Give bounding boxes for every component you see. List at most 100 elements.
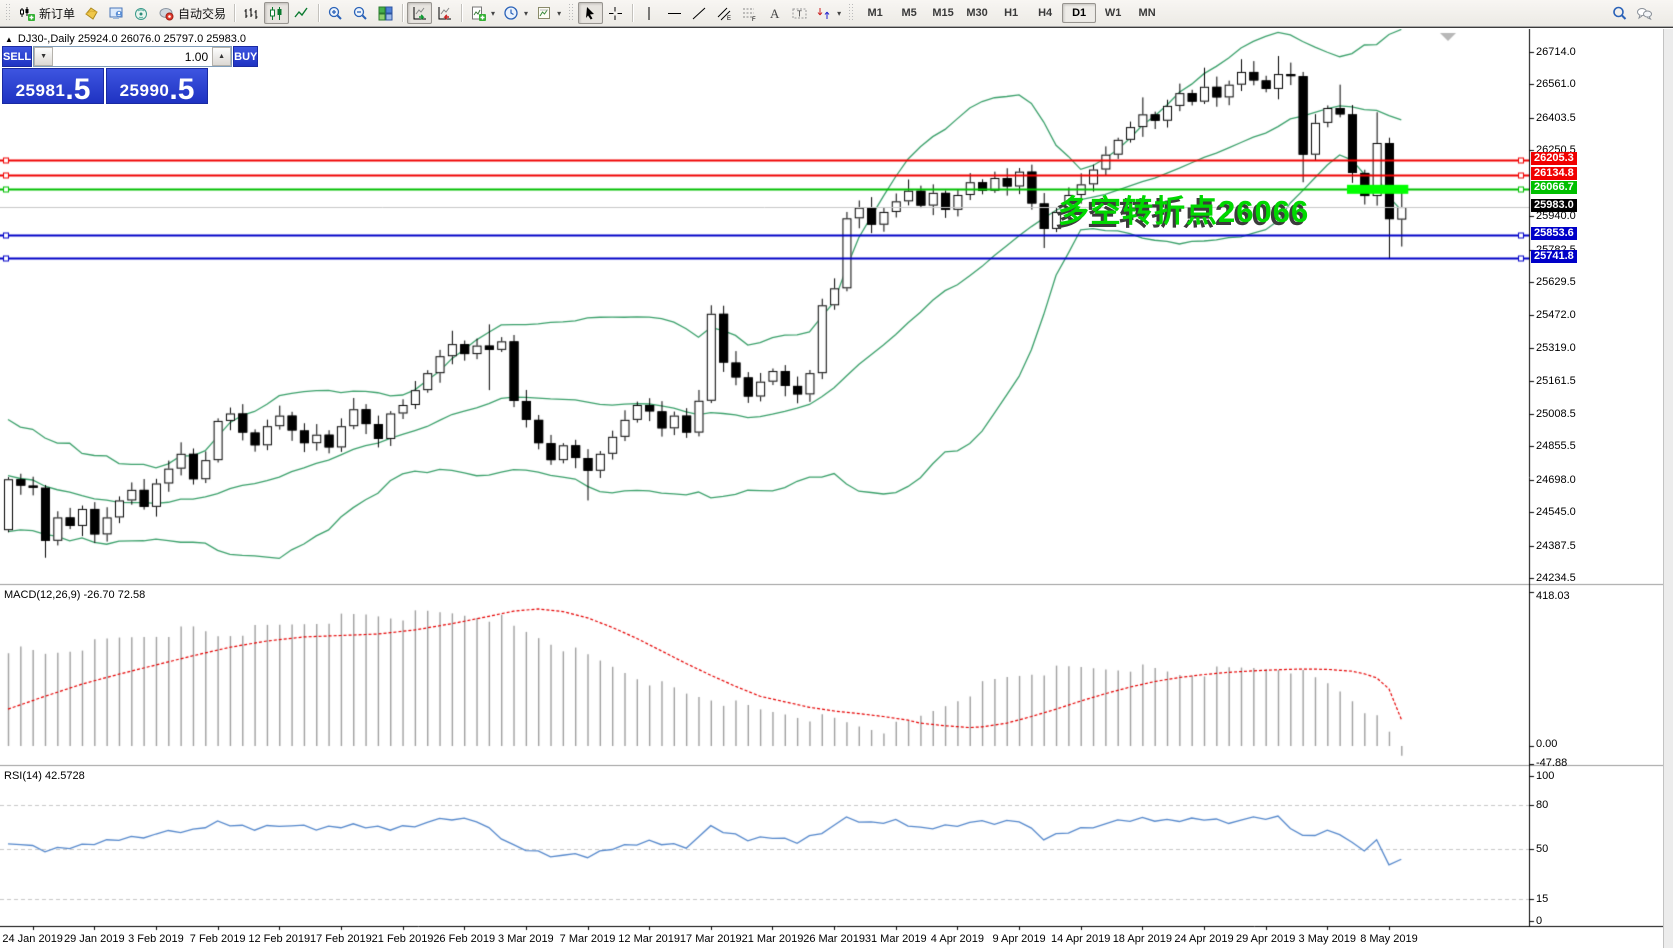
date-tick-label: 18 Apr 2019 [1112, 933, 1173, 945]
zoom-in-button[interactable] [323, 2, 348, 24]
price-tick-label: 24234.5 [1536, 572, 1576, 584]
date-tick-label: 3 May 2019 [1298, 933, 1357, 945]
volume-input[interactable] [53, 47, 213, 66]
date-tick-label: 7 Mar 2019 [559, 933, 616, 945]
cursor-icon [582, 5, 599, 22]
profiles-icon [108, 5, 125, 22]
timeframe-m15-button[interactable]: M15 [932, 7, 954, 19]
search-button[interactable] [1607, 2, 1632, 24]
bid-price-button[interactable]: 25981 .5 [2, 68, 104, 105]
timeframe-m30-button[interactable]: M30 [966, 7, 988, 19]
chart-shift-button[interactable] [432, 2, 457, 24]
macd-axis-zero: 0.00 [1536, 738, 1558, 750]
sell-button[interactable]: SELL [2, 46, 33, 67]
timeframe-w1-button[interactable]: W1 [1104, 7, 1122, 19]
price-level-label: 25741.8 [1531, 250, 1577, 264]
macd-axis-max: 418.03 [1536, 590, 1570, 602]
date-tick-label: 26 Feb 2019 [433, 933, 496, 945]
timeframe-mn-button[interactable]: MN [1138, 7, 1156, 19]
text-button[interactable]: A [762, 2, 787, 24]
volume-decrease-button[interactable]: ▼ [34, 47, 54, 66]
price-tick-label: 24698.0 [1536, 473, 1576, 486]
date-tick-label: 9 Apr 2019 [992, 933, 1046, 945]
date-tick-label: 8 May 2019 [1360, 933, 1418, 945]
one-click-panel-toggle[interactable]: ▲ [5, 34, 13, 44]
profiles-button[interactable] [104, 2, 129, 24]
fibo-icon: F [741, 5, 758, 22]
date-tick-label: 24 Jan 2019 [2, 933, 63, 945]
buy-button[interactable]: BUY [233, 46, 259, 67]
cursor-button[interactable] [578, 2, 604, 24]
label-button[interactable]: T [787, 2, 812, 24]
zoom-out-icon [352, 5, 369, 22]
channel-button[interactable]: E [712, 2, 737, 24]
price-axis[interactable]: 26714.026561.026403.526250.525940.025782… [1530, 29, 1663, 927]
template-icon [536, 5, 553, 22]
candles-icon [268, 5, 285, 22]
chat-icon [1636, 5, 1653, 22]
templates-button[interactable]: ▾ [532, 2, 565, 24]
timeframe-h4-button[interactable]: H4 [1038, 7, 1053, 19]
crosshair-button[interactable] [603, 2, 628, 24]
symbol-header: ▲ DJ30-,Daily 25924.0 26076.0 25797.0 25… [5, 33, 246, 45]
timeframe-m5-button[interactable]: M5 [901, 7, 917, 19]
signals-icon [133, 5, 150, 22]
auto-scroll-button[interactable] [407, 2, 433, 24]
price-tick-label: 26403.5 [1536, 111, 1576, 124]
rsi-axis-tick: 100 [1536, 770, 1555, 782]
timeframe-h1-button[interactable]: H1 [1004, 7, 1019, 19]
price-level-label: 25853.6 [1531, 226, 1577, 240]
chevron-down-icon: ▾ [557, 8, 562, 18]
price-tick-label: 24545.0 [1536, 506, 1576, 519]
indicators-button[interactable]: ▾ [466, 2, 499, 24]
zoom-out-button[interactable] [348, 2, 373, 24]
bar-chart-button[interactable] [239, 2, 264, 24]
chart-annotation[interactable]: 多空转折点26066 [1058, 194, 1310, 229]
rsi-axis-tick: 15 [1536, 893, 1549, 906]
timeframe-m1-button[interactable]: M1 [867, 7, 883, 19]
price-tick-label: 25319.0 [1536, 341, 1576, 354]
macd-indicator-label: MACD(12,26,9) -26.70 72.58 [4, 589, 146, 601]
date-tick-label: 17 Feb 2019 [310, 933, 372, 945]
auto-scroll-icon [411, 5, 428, 22]
price-tick-label: 25008.5 [1536, 407, 1576, 420]
ask-price-frac: .5 [169, 73, 195, 106]
svg-text:F: F [752, 17, 756, 22]
vertical-line-button[interactable] [637, 2, 662, 24]
new-order-button-label: 新订单 [39, 6, 76, 21]
date-tick-label: 17 Mar 2019 [679, 933, 742, 945]
horizontal-line-button[interactable] [662, 2, 687, 24]
signals-button[interactable] [129, 2, 154, 24]
bid-price-main: 25981 [15, 81, 66, 100]
window-right-strip [1663, 29, 1673, 948]
shapes-button[interactable]: ▾ [812, 2, 845, 24]
rsi-axis-tick: 80 [1536, 799, 1549, 811]
new-chart-button[interactable] [79, 2, 104, 24]
macd-axis-min: -47.88 [1536, 756, 1568, 769]
search-icon [1611, 5, 1628, 22]
new-order-icon [19, 5, 36, 22]
candlestick-chart-button[interactable] [264, 2, 290, 24]
date-tick-label: 12 Feb 2019 [248, 933, 311, 945]
trendline-button[interactable] [687, 2, 712, 24]
line-chart-button[interactable] [289, 2, 314, 24]
volume-increase-button[interactable]: ▲ [212, 47, 232, 66]
date-tick-label: 7 Feb 2019 [189, 933, 246, 945]
chat-button[interactable] [1632, 2, 1657, 24]
rsi-indicator-label: RSI(14) 42.5728 [4, 770, 85, 782]
tile-windows-button[interactable] [373, 2, 398, 24]
new-order-button[interactable]: 新订单 [15, 2, 79, 24]
timeframe-d1-button[interactable]: D1 [1062, 3, 1097, 23]
date-tick-label: 31 Mar 2019 [864, 933, 927, 945]
ask-price-button[interactable]: 25990 .5 [106, 68, 208, 106]
date-tick-label: 26 Mar 2019 [803, 933, 865, 945]
time-axis[interactable]: 24 Jan 2019 29 Jan 2019 3 Feb 2019 7 Feb 20… [0, 927, 1529, 948]
channel-icon: E [716, 5, 733, 22]
periods-button[interactable]: ▾ [499, 2, 532, 24]
chart-window: ▲ DJ30-,Daily 25924.0 26076.0 25797.0 25… [0, 27, 1673, 948]
fibonacci-button[interactable]: F [737, 2, 762, 24]
price-tick-label: 25629.5 [1536, 276, 1576, 289]
chart-canvas[interactable] [0, 29, 1673, 948]
auto-trading-button[interactable]: 自动交易 [154, 2, 230, 24]
